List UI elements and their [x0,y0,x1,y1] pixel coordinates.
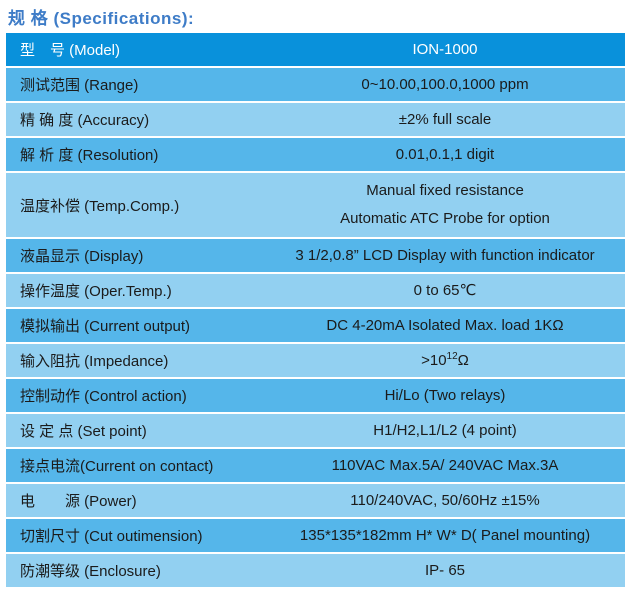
spec-label: 防潮等级 (Enclosure) [20,563,161,580]
spec-label: 模拟输出 (Current output) [20,318,191,335]
spec-value: 110/240VAC, 50/60Hz ±15% [350,491,540,509]
spec-label: 接点电流(Current on contact) [20,458,214,475]
spec-row: 控制动作 (Control action) Hi/Lo (Two relays) [6,379,625,412]
spec-label: 解 析 度 (Resolution) [20,147,159,164]
spec-table: 型 号 (Model) ION-1000 测试范围 (Range) 0~10.00,1… [6,33,625,589]
spec-label: 型 号 (Model) [20,42,121,59]
spec-value: 0.01,0.1,1 digit [395,145,495,163]
spec-value: IP- 65 [424,561,466,579]
spec-row: 接点电流(Current on contact) 110VAC Max.5A/ 2… [6,449,625,482]
spec-value: H1/H2,L1/L2 (4 point) [373,421,517,439]
spec-label: 精 确 度 (Accuracy) [20,112,150,129]
spec-value: Hi/Lo (Two relays) [384,386,506,404]
spec-row: 设 定 点 (Set point) H1/H2,L1/L2 (4 point) [6,414,625,447]
spec-label: 切割尺寸 (Cut outimension) [20,528,203,545]
spec-label: 设 定 点 (Set point) [20,423,147,440]
spec-value: ION-1000 [412,40,478,58]
spec-value: ±2% full scale [398,110,492,128]
spec-row: 模拟输出 (Current output) DC 4-20mA Isolated … [6,309,625,342]
spec-value: 3 1/2,0.8” LCD Display with function ind… [295,246,595,264]
spec-label: 测试范围 (Range) [20,77,139,94]
spec-row: 精 确 度 (Accuracy) ±2% full scale [6,103,625,136]
spec-label: 操作温度 (Oper.Temp.) [20,283,172,300]
spec-label: 控制动作 (Control action) [20,388,187,405]
spec-row: 切割尺寸 (Cut outimension) 135*135*182mm H* W… [6,519,625,552]
spec-header-row: 型 号 (Model) ION-1000 [6,33,625,66]
spec-value: 135*135*182mm H* W* D( Panel mounting) [299,526,591,544]
spec-value: 0~10.00,100.0,1000 ppm [361,75,529,93]
spec-label: 电 源 (Power) [20,493,137,510]
spec-label: 液晶显示 (Display) [20,248,144,265]
spec-row: 防潮等级 (Enclosure) IP- 65 [6,554,625,587]
spec-value: 0 to 65℃ [413,281,477,299]
spec-value: 110VAC Max.5A/ 240VAC Max.3A [331,456,559,474]
spec-value-superscripted: >1012Ω [421,350,469,369]
spec-row: 操作温度 (Oper.Temp.) 0 to 65℃ [6,274,625,307]
spec-row: 输入阻抗 (Impedance) >1012Ω [6,344,625,377]
spec-label: 温度补偿 (Temp.Comp.) [20,197,180,215]
page-title: 规 格 (Specifications): [8,9,195,28]
spec-row: 液晶显示 (Display) 3 1/2,0.8” LCD Display wit… [6,239,625,272]
spec-row: 温度补偿 (Temp.Comp.) Manual fixed resistance… [6,173,625,237]
spec-label: 输入阻抗 (Impedance) [20,353,169,370]
spec-value-line: Automatic ATC Probe for option [340,210,550,227]
spec-value-line: Manual fixed resistance [366,181,524,199]
spec-value: >1012Ω [265,344,625,377]
spec-row: 解 析 度 (Resolution) 0.01,0.1,1 digit [6,138,625,171]
spec-row: 电 源 (Power) 110/240VAC, 50/60Hz ±15% [6,484,625,517]
spec-value: DC 4-20mA Isolated Max. load 1KΩ [326,316,564,334]
spec-row: 测试范围 (Range) 0~10.00,100.0,1000 ppm [6,68,625,101]
spec-value: Manual fixed resistance Automatic ATC Pro… [265,173,625,237]
